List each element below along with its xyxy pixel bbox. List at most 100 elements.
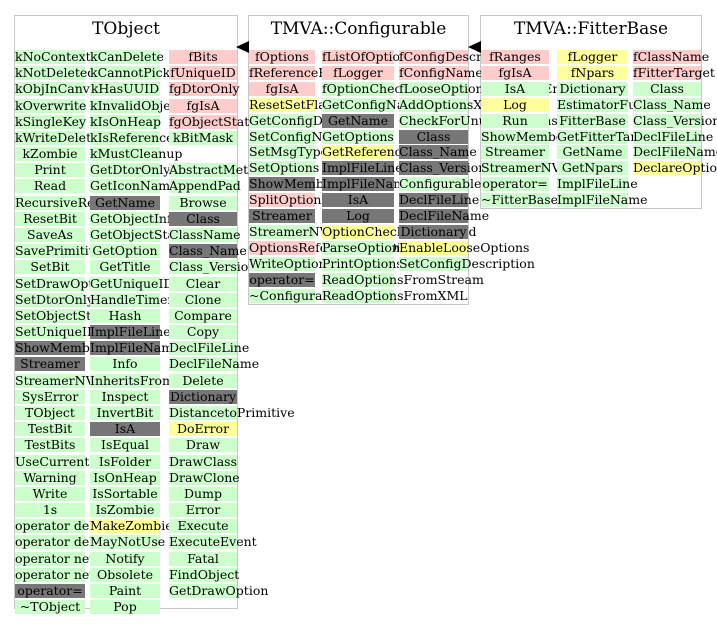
member-configurable: Dictionary — [399, 223, 468, 239]
member-tobject: Paint — [90, 583, 160, 598]
member-tobject: kZombie — [15, 147, 85, 162]
member-tobject: Browse — [169, 195, 237, 210]
member-tobject: ResetBit — [15, 211, 85, 226]
member-fitterbase: Run — [481, 113, 549, 128]
member-configurable: DeclFileLine — [399, 192, 480, 208]
member-tobject: IsSortable — [90, 486, 160, 501]
member-tobject: TestBits — [15, 438, 85, 453]
member-tobject: kHasUUID — [90, 81, 160, 97]
member-configurable: fReferenceFile — [249, 64, 343, 80]
member-configurable: DeclFileName — [399, 208, 490, 223]
member-tobject: kSingleKey — [15, 113, 87, 129]
member-fitterbase: DeclFileName — [633, 144, 717, 160]
member-tobject: ImplFileName — [90, 340, 181, 356]
member-configurable: EnableLooseOptions — [399, 239, 530, 255]
member-fitterbase: fgIsA — [481, 65, 549, 80]
member-configurable: CheckForUnusedOptions — [399, 112, 558, 128]
member-fitterbase: ~FitterBase — [481, 192, 559, 208]
member-configurable: ImplFileLine — [322, 160, 403, 176]
member-tobject: kCannotPick — [90, 65, 171, 81]
member-tobject: TestBit — [15, 422, 85, 437]
member-configurable: ImplFileName — [322, 176, 413, 192]
member-tobject: SavePrimitive — [15, 243, 104, 259]
member-tobject: IsEqual — [90, 438, 160, 453]
member-tobject: IsOnHeap — [90, 470, 160, 485]
member-configurable: ResetSetFlag — [249, 96, 334, 112]
member-tobject: fBits — [169, 50, 237, 64]
member-tobject: TObject — [15, 406, 85, 420]
member-configurable: fConfigName — [399, 64, 483, 80]
member-tobject: Copy — [169, 325, 237, 340]
member-tobject: GetObjectStat — [90, 227, 181, 242]
member-configurable: Log — [322, 209, 394, 223]
member-fitterbase: StreamerNVirtual — [481, 160, 595, 176]
class-title-tobject: TObject — [92, 19, 160, 39]
member-tobject: kBitMask — [169, 130, 237, 145]
member-fitterbase: ImplFileName — [557, 192, 648, 208]
member-tobject: DeclFileLine — [169, 340, 250, 356]
member-configurable: ~Configurable — [249, 287, 342, 303]
member-tobject: Inspect — [90, 389, 160, 404]
member-tobject: Clear — [169, 276, 237, 291]
class-box-fitterbase: TMVA::FitterBase — [480, 15, 702, 209]
member-configurable: GetConfigName — [322, 96, 424, 112]
member-tobject: Obsolete — [90, 567, 160, 582]
member-tobject: fUniqueID — [169, 65, 237, 81]
member-tobject: operator delete — [15, 518, 114, 534]
member-configurable: ShowMembers — [249, 176, 344, 192]
member-configurable: AddOptionsXMLTo — [399, 96, 518, 112]
member-tobject: SaveAs — [15, 228, 85, 242]
member-tobject: RecursiveRemove — [15, 194, 129, 210]
member-configurable: Configurable — [399, 176, 482, 192]
member-tobject: Compare — [169, 308, 237, 323]
member-tobject: kCanDelete — [90, 49, 164, 64]
member-tobject: Clone — [169, 292, 237, 307]
member-tobject: Error — [169, 503, 237, 517]
member-configurable: WriteOptionsToStream — [249, 256, 394, 271]
member-tobject: SetDtorOnly — [15, 291, 94, 307]
member-tobject: FindObject — [169, 566, 240, 582]
member-tobject: Streamer — [15, 357, 85, 372]
member-tobject: IsZombie — [90, 503, 160, 517]
member-configurable: fLooseOptionCheckingEnabled — [399, 81, 595, 96]
member-tobject: Write — [15, 486, 85, 501]
member-configurable: fConfigDescription — [399, 49, 519, 64]
member-tobject: SetUniqueID — [15, 324, 97, 340]
member-fitterbase: GetNpars — [557, 161, 628, 176]
member-tobject: kNotDeleted — [15, 65, 96, 81]
member-fitterbase: Log — [481, 97, 549, 112]
member-tobject: SetBit — [15, 260, 85, 275]
member-tobject: IsFolder — [90, 454, 160, 469]
member-tobject: DrawClass — [169, 453, 237, 469]
member-tobject: DrawClone — [169, 469, 240, 485]
member-tobject: GetName — [90, 195, 160, 210]
member-tobject: operator new — [15, 550, 100, 566]
member-tobject: fgObjectStat — [169, 113, 250, 129]
class-title-configurable: TMVA::Configurable — [270, 19, 447, 39]
member-configurable: ReadOptionsFromStream — [322, 272, 484, 287]
member-configurable: Class — [399, 129, 468, 144]
member-fitterbase: fNpars — [557, 65, 628, 80]
member-tobject: GetIconName — [90, 178, 178, 194]
member-tobject: SysError — [15, 389, 85, 404]
member-tobject: MayNotUse — [90, 534, 166, 550]
member-tobject: operator= — [15, 583, 85, 598]
member-configurable: OptionsReferenceFileDir — [249, 240, 407, 255]
member-tobject: SetObjectStat — [15, 307, 104, 323]
member-tobject: DistancetoPrimitive — [169, 405, 295, 420]
member-configurable: GetConfigDescription — [249, 113, 386, 128]
member-fitterbase: fRanges — [481, 50, 549, 64]
member-tobject: fgDtorOnly — [169, 81, 240, 97]
member-tobject: kNoContextMenu — [15, 49, 127, 64]
member-tobject: DeclFileName — [169, 356, 260, 372]
member-tobject: GetObjectInfo — [90, 210, 180, 226]
member-tobject: kIsReferenced — [90, 129, 182, 145]
member-tobject: GetDtorOnly — [90, 162, 171, 178]
member-configurable: IsA — [322, 193, 394, 208]
member-tobject: kWriteDelete — [15, 129, 99, 145]
member-fitterbase: ShowMembers — [481, 128, 576, 144]
member-fitterbase: GetFitterTarget — [557, 128, 657, 144]
member-tobject: Print — [15, 163, 85, 178]
member-configurable: SetMsgType — [249, 144, 328, 160]
